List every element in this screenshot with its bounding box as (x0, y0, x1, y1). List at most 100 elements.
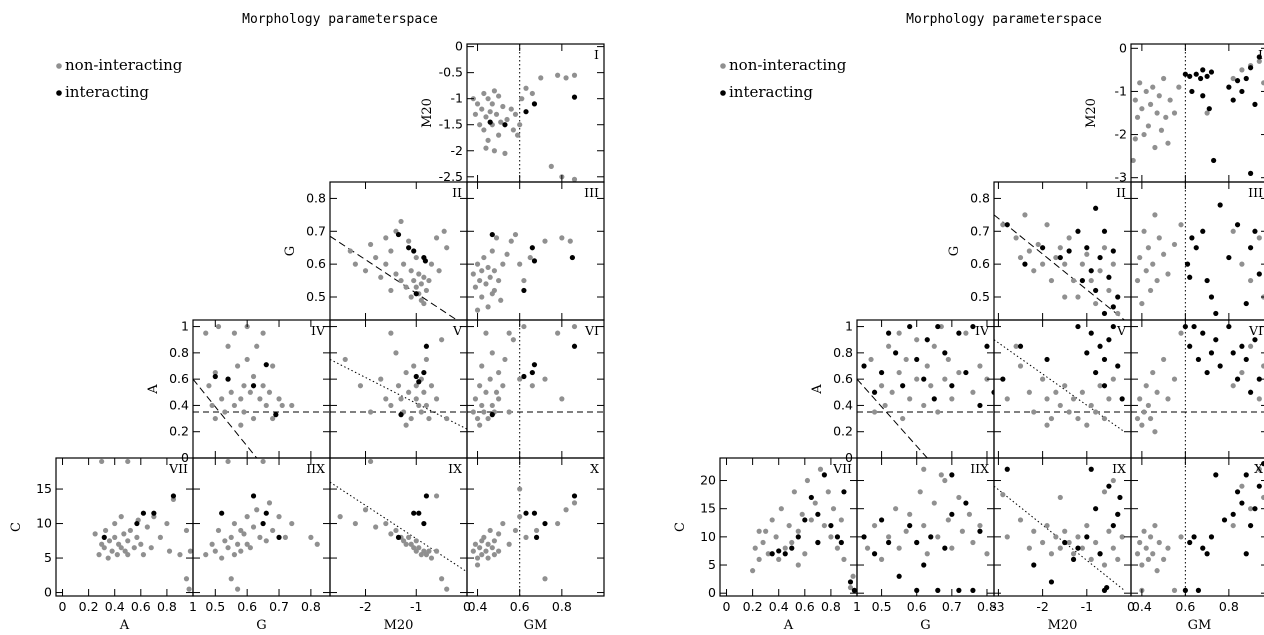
point-interacting (949, 383, 955, 389)
point-non-interacting (791, 489, 797, 495)
point-non-interacting (367, 241, 374, 248)
x-tick-label: 0.8 (552, 599, 572, 614)
point-non-interacting (483, 145, 489, 151)
point-non-interacting (1070, 551, 1077, 557)
point-non-interacting (1171, 241, 1178, 248)
point-non-interacting (244, 356, 250, 363)
point-non-interacting (773, 534, 779, 540)
point-interacting (423, 493, 430, 499)
point-interacting (1184, 261, 1191, 267)
point-interacting (140, 510, 147, 516)
point-non-interacting (956, 494, 962, 501)
point-non-interacting (477, 422, 483, 428)
point-interacting (1239, 500, 1245, 506)
y-axis-label-text: A (146, 384, 161, 395)
point-interacting (1017, 343, 1024, 349)
point-non-interacting (260, 330, 266, 336)
point-non-interacting (942, 376, 948, 382)
point-non-interacting (1106, 396, 1112, 402)
panel-IX: -2 -1 0 M20 IX (329, 457, 471, 633)
point-non-interacting (1137, 80, 1143, 86)
point-interacting (921, 376, 927, 382)
point-non-interacting (479, 552, 485, 558)
panel-id-label: III (1248, 185, 1263, 200)
panel-plot-area (994, 323, 1131, 433)
panel-id-label: IV (975, 323, 990, 338)
point-non-interacting (166, 548, 173, 554)
point-interacting (1239, 88, 1245, 95)
point-non-interacting (1230, 228, 1236, 234)
panel-id-label: II (452, 185, 462, 200)
point-interacting (416, 379, 422, 385)
point-interacting (1084, 245, 1090, 251)
point-non-interacting (238, 527, 244, 534)
point-non-interacting (1145, 402, 1151, 409)
point-interacting (1234, 222, 1241, 228)
point-non-interacting (367, 458, 374, 465)
point-non-interacting (931, 343, 937, 349)
point-non-interacting (1165, 545, 1171, 551)
point-non-interacting (1132, 97, 1138, 103)
point-non-interacting (1115, 310, 1121, 317)
point-interacting (1248, 389, 1254, 395)
point-non-interacting (1110, 545, 1116, 551)
point-non-interacting (485, 541, 491, 547)
point-interacting (413, 373, 419, 380)
point-interacting (1204, 551, 1210, 557)
point-non-interacting (514, 132, 521, 138)
point-interacting (1040, 245, 1046, 251)
point-non-interacting (1035, 241, 1041, 248)
point-interacting (1004, 466, 1010, 472)
point-interacting (1075, 545, 1081, 551)
panel-id-label: I (1258, 47, 1263, 62)
point-non-interacting (886, 534, 892, 540)
point-non-interacting (238, 548, 244, 554)
point-interacting (529, 245, 535, 251)
legend: non-interacting interacting (720, 56, 847, 101)
point-interacting (949, 472, 955, 478)
point-non-interacting (966, 511, 973, 517)
selection-line-dotted (994, 485, 1125, 591)
point-non-interacting (502, 356, 508, 363)
point-non-interacting (1261, 363, 1264, 369)
panel-VI: VI (466, 319, 605, 459)
x-tick-label: 0 (1127, 599, 1135, 614)
point-non-interacting (984, 376, 990, 382)
point-non-interacting (436, 268, 442, 274)
x-axis-label: G (920, 618, 930, 633)
point-non-interacting (500, 103, 506, 110)
point-non-interacting (506, 330, 512, 336)
panel-II: 0.5 0.6 0.7 0.8 G II (283, 181, 468, 321)
point-non-interacting (1143, 268, 1149, 274)
x-axis-label: M20 (1048, 618, 1078, 633)
point-non-interacting (235, 586, 241, 592)
point-non-interacting (935, 534, 941, 540)
point-non-interacting (1017, 363, 1024, 369)
point-non-interacting (799, 511, 805, 517)
panel-plot-area (330, 218, 458, 320)
y-tick-label: 0.4 (169, 397, 189, 412)
point-non-interacting (938, 472, 944, 478)
point-non-interacting (1017, 254, 1024, 261)
x-tick-label: -2 (359, 599, 371, 614)
point-interacting (1243, 300, 1249, 307)
point-non-interacting (393, 271, 399, 277)
point-non-interacting (183, 527, 190, 534)
point-interacting (1252, 337, 1258, 343)
point-non-interacting (914, 376, 920, 382)
point-interacting (260, 520, 266, 527)
point-non-interacting (439, 337, 445, 343)
point-non-interacting (542, 238, 548, 244)
point-interacting (263, 362, 269, 368)
point-non-interacting (472, 396, 479, 402)
point-non-interacting (847, 584, 854, 591)
point-non-interacting (931, 500, 937, 506)
point-interacting (900, 383, 906, 389)
point-non-interacting (238, 422, 244, 428)
point-non-interacting (1079, 545, 1085, 551)
legend-marker-non-interacting (56, 63, 62, 69)
panel-id-label: X (1254, 461, 1263, 476)
point-non-interacting (489, 248, 495, 254)
panel-frame (466, 457, 605, 597)
